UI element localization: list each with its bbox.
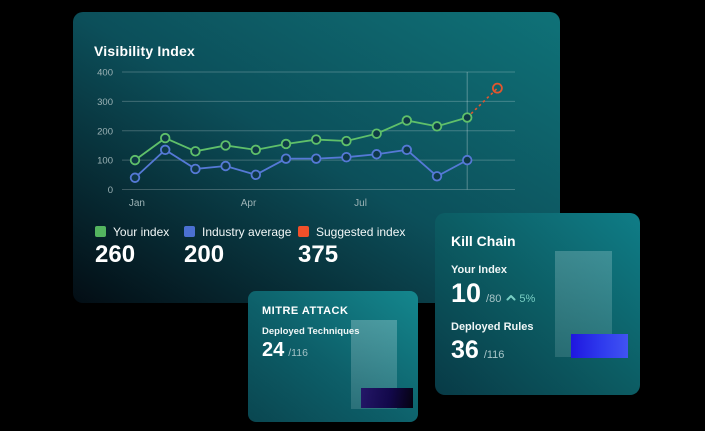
metric-total: /80 xyxy=(486,293,502,305)
data-point xyxy=(280,138,292,150)
metric-label: Deployed Rules xyxy=(451,321,534,333)
kill-chain-card: Kill Chain Your Index 10 /80 5% Deployed… xyxy=(435,213,640,395)
metric-label: Deployed Techniques xyxy=(262,326,360,337)
card-title: Visibility Index xyxy=(94,43,195,59)
metric-total: /116 xyxy=(483,349,505,361)
mitre-attack-card: MITRE ATTACK Deployed Techniques 24 /116 xyxy=(248,291,418,422)
data-point xyxy=(431,121,443,132)
data-point xyxy=(341,151,352,163)
y-tick-label: 200 xyxy=(97,126,113,137)
projection-line xyxy=(466,87,498,119)
card-title: Kill Chain xyxy=(451,233,516,249)
data-point xyxy=(250,169,262,181)
data-point xyxy=(159,132,171,144)
series-line xyxy=(134,116,468,161)
legend-item-industry-average[interactable]: Industry average 200 xyxy=(184,225,291,269)
x-tick-label: Apr xyxy=(241,198,257,209)
data-point xyxy=(462,112,473,123)
legend-value: 260 xyxy=(95,241,136,268)
data-point xyxy=(159,144,171,156)
legend-label: Industry average xyxy=(202,224,292,239)
metric-value-row: 24 /116 xyxy=(262,339,308,362)
data-point xyxy=(129,172,141,183)
trend-up-icon xyxy=(506,295,516,301)
metric-value-row: 10 /80 5% xyxy=(451,278,535,309)
data-point xyxy=(220,160,231,172)
industry-average-swatch-icon xyxy=(184,226,195,237)
data-point xyxy=(310,153,322,164)
metric-total: /116 xyxy=(288,347,308,359)
kill-chain-blue-bar-graphic xyxy=(571,334,628,358)
suggested-index-swatch-icon xyxy=(298,226,309,237)
y-tick-label: 0 xyxy=(108,185,113,196)
data-point xyxy=(310,134,322,145)
data-point xyxy=(401,144,413,156)
data-point xyxy=(431,171,443,182)
trend-delta-value: 5% xyxy=(519,293,536,305)
y-tick-label: 400 xyxy=(97,68,113,79)
data-point xyxy=(341,135,352,147)
data-point xyxy=(462,154,473,166)
legend-value: 375 xyxy=(298,241,339,268)
projection-point xyxy=(491,82,503,94)
metric-label: Your Index xyxy=(451,264,508,276)
trend-delta: 5% xyxy=(506,293,535,305)
metric-value: 36 xyxy=(451,336,479,364)
legend-label: Your index xyxy=(113,224,170,239)
mitre-dark-bar-graphic xyxy=(361,388,413,408)
data-point xyxy=(401,115,413,126)
metric-value: 10 xyxy=(451,278,482,308)
x-tick-label: Jan xyxy=(129,198,145,209)
y-tick-label: 300 xyxy=(97,97,113,108)
your-index-swatch-icon xyxy=(95,226,106,237)
y-tick-label: 100 xyxy=(97,156,113,167)
data-point xyxy=(220,140,231,151)
legend-label: Suggested index xyxy=(316,224,406,239)
legend-value: 200 xyxy=(184,241,225,268)
x-tick-label: Jul xyxy=(354,198,367,209)
legend-item-your-index[interactable]: Your index 260 xyxy=(95,225,169,269)
metric-value: 24 xyxy=(262,339,285,361)
data-point xyxy=(280,153,292,164)
data-point xyxy=(190,146,201,157)
data-point xyxy=(371,128,382,139)
legend-item-suggested-index[interactable]: Suggested index 375 xyxy=(298,225,405,269)
data-point xyxy=(250,144,262,156)
data-point xyxy=(129,154,141,166)
data-point xyxy=(190,163,201,175)
visibility-index-chart: 0 100 200 300 400 Jan Apr Jul xyxy=(97,68,515,209)
metric-value-row: 36 /116 xyxy=(451,336,504,365)
series-line xyxy=(134,148,468,179)
card-title: MITRE ATTACK xyxy=(262,305,349,317)
data-point xyxy=(371,149,382,160)
